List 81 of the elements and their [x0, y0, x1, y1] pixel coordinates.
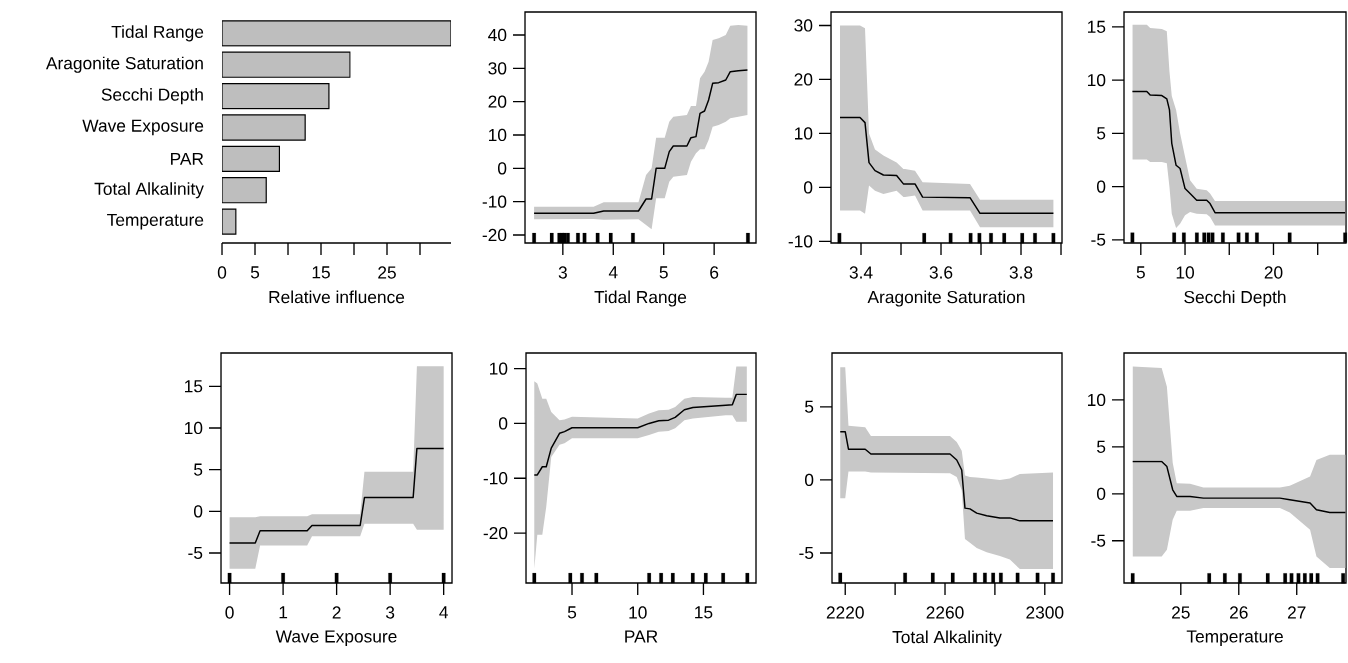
y-tick-label: -5 — [188, 546, 203, 560]
y-tick-label: Aragonite Saturation — [45, 56, 203, 73]
y-tick-label: 10 — [185, 421, 203, 435]
y-tick-label: -20 — [483, 526, 508, 540]
x-tick-label: 3.4 — [849, 266, 873, 279]
x-tick-label: 20 — [1264, 266, 1283, 279]
y-tick-label: 5 — [194, 463, 203, 476]
y-tick-label: 15 — [1088, 20, 1106, 33]
y-tick-label: Total Alkalinity — [94, 182, 204, 199]
y-tick-label: 0 — [498, 162, 507, 175]
x-tick-label: 6 — [710, 266, 719, 279]
y-tick-label: Wave Exposure — [82, 119, 204, 136]
x-tick-label: 4 — [439, 606, 448, 619]
y-tick-label: 10 — [795, 127, 813, 140]
x-tick-label: 3.6 — [929, 266, 953, 279]
y-tick-label: 10 — [1088, 393, 1106, 407]
y-tick-label: -10 — [482, 195, 507, 208]
y-tick-label: -10 — [788, 235, 813, 248]
y-tick-label: 10 — [489, 128, 507, 142]
y-tick-label: 0 — [499, 417, 508, 430]
y-tick-label: 30 — [488, 62, 507, 75]
y-tick-label: 0 — [194, 505, 203, 518]
y-tick-label: -10 — [483, 472, 508, 485]
x-tick-label: 5 — [1136, 266, 1145, 279]
y-tick-label: 30 — [794, 19, 813, 32]
x-tick-label: 5 — [250, 266, 260, 279]
x-axis-title: PAR — [625, 630, 658, 643]
y-tick-label: 20 — [488, 95, 507, 108]
x-tick-label: 1 — [279, 606, 288, 619]
x-tick-label: 5 — [659, 266, 668, 279]
y-tick-label: -5 — [1091, 534, 1106, 547]
y-tick-label: 0 — [803, 181, 813, 194]
x-tick-label: 26 — [1230, 606, 1248, 619]
y-tick-label: 0 — [1096, 487, 1106, 500]
line-series — [839, 430, 1054, 522]
x-tick-label: 15 — [695, 606, 713, 619]
x-axis-title: Relative influence — [269, 290, 405, 304]
line-series — [533, 69, 749, 215]
bar — [222, 20, 452, 47]
x-tick-label: 25 — [378, 266, 396, 279]
x-tick-label: 2220 — [826, 606, 864, 619]
x-axis-title: Secchi Depth — [1184, 290, 1286, 307]
y-tick-label: Secchi Depth — [101, 88, 203, 105]
y-tick-label: 15 — [185, 380, 203, 393]
y-tick-label: 10 — [1088, 73, 1106, 87]
x-tick-label: 4 — [608, 266, 618, 279]
x-axis-title: Wave Exposure — [275, 630, 397, 646]
y-tick-label: 5 — [1097, 440, 1106, 453]
y-tick-label: -5 — [1091, 233, 1106, 246]
line-series — [228, 447, 445, 544]
x-tick-label: 3 — [385, 606, 395, 619]
x-tick-label: 10 — [629, 606, 647, 619]
x-axis-title: Tidal Range — [594, 290, 687, 307]
x-tick-label: 0 — [225, 606, 234, 619]
x-tick-label: 3 — [558, 266, 567, 279]
y-tick-label: 0 — [804, 473, 814, 487]
y-tick-label: 0 — [1096, 180, 1106, 193]
x-axis-title: Temperature — [1186, 630, 1283, 646]
x-tick-label: 2 — [332, 606, 341, 619]
y-tick-label: Tidal Range — [111, 25, 204, 42]
x-tick-label: 27 — [1287, 606, 1306, 619]
x-axis-title: Aragonite Saturation — [867, 290, 1025, 307]
y-tick-label: -20 — [482, 228, 507, 242]
x-tick-label: 15 — [312, 266, 330, 279]
y-tick-label: 5 — [1097, 127, 1106, 140]
y-tick-label: -5 — [799, 546, 814, 560]
x-tick-label: 5 — [567, 606, 577, 619]
y-tick-label: 40 — [488, 28, 507, 42]
x-tick-label: 10 — [1176, 266, 1194, 279]
line-series — [533, 393, 748, 476]
x-axis-title: Total Alkalinity — [892, 630, 1002, 647]
x-tick-label: 0 — [217, 266, 227, 279]
y-tick-label: Temperature — [107, 213, 204, 230]
x-tick-label: 2300 — [1026, 606, 1064, 619]
x-tick-label: 2260 — [926, 606, 964, 619]
y-tick-label: 10 — [490, 362, 508, 375]
y-tick-label: 5 — [805, 400, 814, 413]
y-tick-label: 20 — [794, 73, 813, 86]
x-tick-label: 3.8 — [1009, 266, 1033, 279]
x-tick-label: 25 — [1172, 606, 1190, 619]
y-tick-label: PAR — [171, 152, 204, 165]
